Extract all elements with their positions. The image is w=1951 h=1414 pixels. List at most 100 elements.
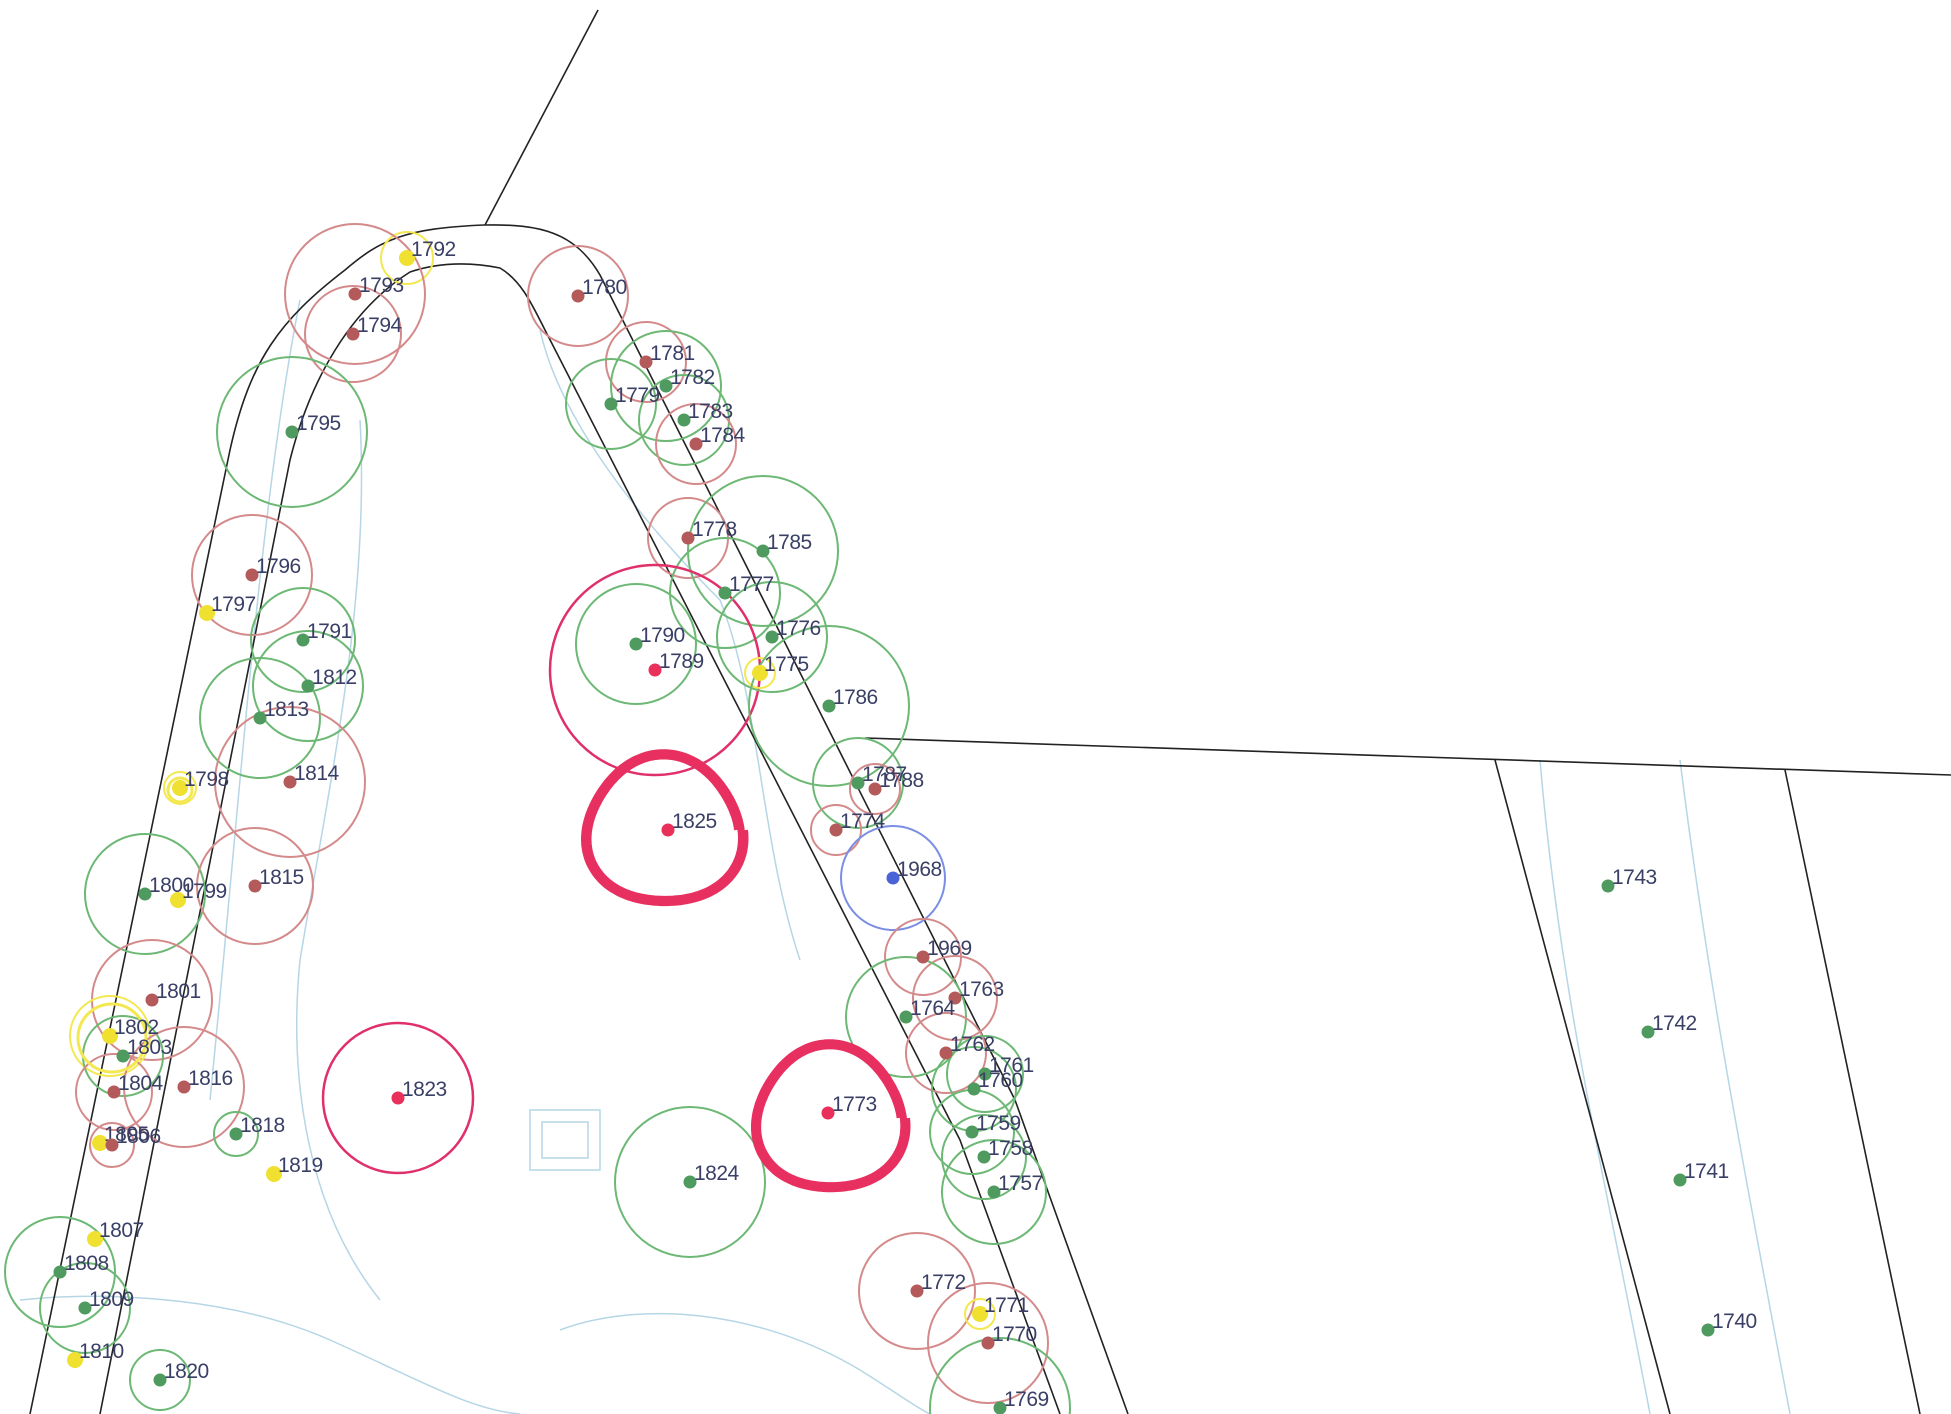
tree-marker[interactable]: 1819 (266, 1154, 323, 1182)
tree-marker[interactable]: 1800 (138, 874, 194, 901)
tree-marker[interactable]: 1763 (948, 978, 1004, 1005)
tree-marker[interactable]: 1757 (987, 1172, 1043, 1199)
tree-marker[interactable]: 1824 (683, 1162, 740, 1189)
tree-marker[interactable]: 1772 (910, 1271, 966, 1298)
tree-trunk-dot (170, 892, 186, 908)
tree-marker[interactable]: 1773 (821, 1093, 877, 1120)
tree-marker[interactable]: 1792 (399, 238, 456, 266)
tree-marker[interactable]: 1741 (1673, 1160, 1729, 1187)
tree-marker[interactable]: 1806 (105, 1125, 161, 1152)
tree-marker[interactable]: 1740 (1701, 1310, 1757, 1337)
tree-marker[interactable]: 1815 (248, 866, 304, 893)
tree-marker[interactable]: 1968 (886, 858, 942, 885)
tree-trunk-dot (910, 1284, 924, 1298)
tree-trunk-dot (1641, 1025, 1655, 1039)
canopy-ring (655, 403, 737, 485)
tree-marker[interactable]: 1796 (245, 555, 301, 582)
tree-number-label: 1787 (862, 763, 907, 786)
tree-number-label: 1781 (650, 342, 695, 365)
tree-marker[interactable]: 1783 (677, 400, 733, 427)
tree-number-label: 1778 (692, 518, 737, 541)
tree-marker[interactable]: 1810 (67, 1340, 124, 1368)
canopy-ring (716, 581, 828, 693)
tree-number-label: 1795 (296, 412, 341, 435)
tree-marker[interactable]: 1787 (851, 763, 907, 790)
tree-marker[interactable]: 1743 (1601, 866, 1657, 893)
tree-marker[interactable]: 1778 (681, 518, 737, 545)
tree-marker[interactable]: 1814 (283, 762, 340, 789)
tree-marker[interactable]: 1813 (253, 698, 309, 725)
tree-marker[interactable]: 1760 (967, 1069, 1023, 1096)
tree-marker[interactable]: 1804 (107, 1072, 164, 1099)
canopy-ring (75, 1053, 153, 1131)
tree-marker[interactable]: 1797 (199, 593, 256, 621)
tree-trunk-dot (346, 327, 360, 341)
tree-trunk-dot (916, 950, 930, 964)
tree-number-label: 1788 (879, 769, 924, 792)
tree-marker[interactable]: 1823 (391, 1078, 447, 1105)
tree-marker[interactable]: 1785 (756, 531, 812, 558)
tree-marker[interactable]: 1809 (78, 1288, 134, 1315)
tree-number-label: 1776 (776, 617, 821, 640)
tree-marker[interactable]: 1825 (661, 810, 717, 837)
tree-marker[interactable]: 1779 (604, 384, 660, 411)
tree-marker[interactable]: 1790 (629, 624, 685, 651)
tree-marker[interactable]: 1770 (981, 1323, 1037, 1350)
tree-number-label: 1772 (921, 1271, 966, 1294)
tree-trunk-dot (821, 1106, 835, 1120)
tree-marker[interactable]: 1802 (102, 1016, 159, 1044)
tree-marker[interactable]: 1794 (346, 314, 403, 341)
tree-marker[interactable]: 1759 (965, 1112, 1021, 1139)
canopy-ring (214, 706, 366, 858)
tree-marker[interactable]: 1795 (285, 412, 341, 439)
site-boundary (29, 9, 1951, 1414)
canopy-ring (912, 955, 998, 1041)
tree-marker[interactable]: 1769 (993, 1388, 1049, 1414)
tree-marker[interactable]: 1776 (765, 617, 821, 644)
tree-marker[interactable]: 1774 (829, 810, 886, 837)
tree-marker[interactable]: 1782 (659, 366, 715, 393)
tree-marker[interactable]: 1764 (899, 997, 956, 1024)
tree-marker[interactable]: 1812 (301, 666, 357, 693)
tree-trunk-dot (301, 679, 315, 693)
tree-marker[interactable]: 1742 (1641, 1012, 1697, 1039)
tree-marker[interactable]: 1791 (296, 620, 352, 647)
tree-marker[interactable]: 1793 (348, 274, 404, 301)
tree-marker[interactable]: 1820 (153, 1360, 209, 1387)
tree-number-label: 1764 (910, 997, 956, 1020)
tree-marker[interactable]: 1786 (822, 686, 878, 713)
canopy-ring (946, 1035, 1024, 1113)
tree-marker[interactable]: 1777 (718, 573, 774, 600)
tree-marker[interactable]: 1781 (639, 342, 695, 369)
tree-marker[interactable]: 1799 (170, 880, 227, 908)
tree-marker[interactable]: 1775 (752, 653, 809, 681)
tree-marker[interactable]: 1818 (229, 1114, 285, 1141)
canopy-ring (380, 231, 434, 285)
canopy-ring (527, 245, 629, 347)
tree-markers: 1792 1793 1794 1795 1796 1797 1791 1812 1813 1798… (53, 238, 1757, 1414)
tree-trunk-dot (172, 780, 188, 796)
tree-marker[interactable]: 1969 (916, 937, 972, 964)
tree-number-label: 1777 (729, 573, 774, 596)
tree-number-label: 1774 (840, 810, 886, 833)
tree-marker[interactable]: 1807 (87, 1219, 144, 1247)
tree-number-label: 1968 (897, 858, 942, 881)
tree-marker[interactable]: 1808 (53, 1252, 109, 1279)
tree-marker[interactable]: 1798 (172, 768, 229, 796)
tree-marker[interactable]: 1761 (978, 1054, 1034, 1081)
tree-marker[interactable]: 1789 (648, 650, 704, 677)
tree-trunk-dot (829, 823, 843, 837)
dead-tree-ring (76, 1002, 148, 1074)
tree-number-label: 1741 (1684, 1160, 1729, 1183)
tree-marker[interactable]: 1771 (972, 1294, 1029, 1322)
tree-marker[interactable]: 1780 (571, 276, 627, 303)
tree-marker[interactable]: 1803 (116, 1036, 172, 1063)
tree-marker[interactable]: 1762 (939, 1033, 995, 1060)
tree-marker[interactable]: 1788 (868, 769, 924, 796)
tree-marker[interactable]: 1816 (177, 1067, 233, 1094)
tree-marker[interactable]: 1758 (977, 1137, 1033, 1164)
tree-marker[interactable]: 1801 (145, 980, 201, 1007)
tree-marker[interactable]: 1784 (689, 424, 746, 451)
tree-number-label: 1797 (211, 593, 256, 616)
removal-scribble (581, 749, 749, 907)
